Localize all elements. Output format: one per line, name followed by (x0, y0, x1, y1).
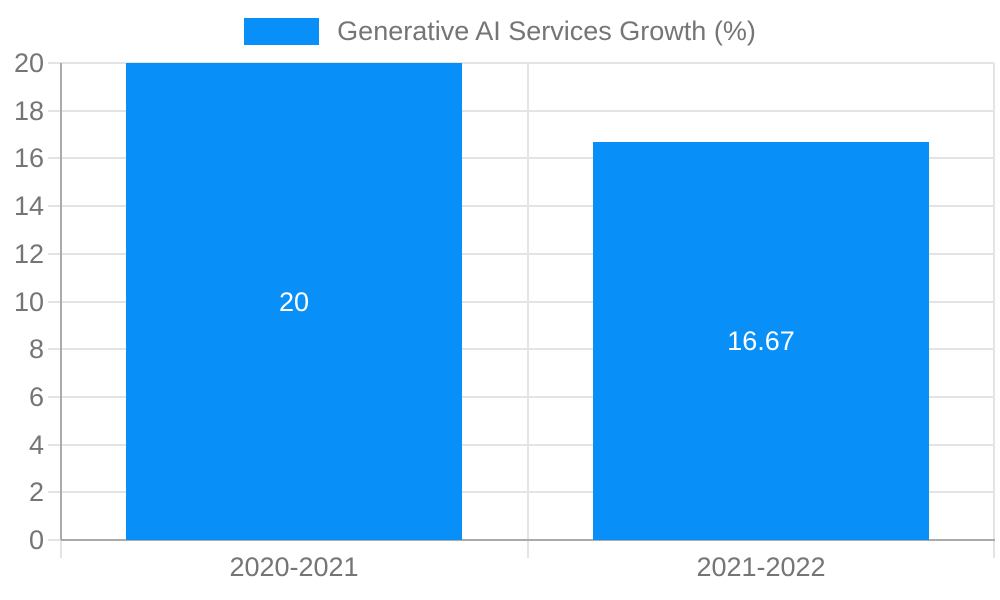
bar[interactable] (593, 142, 929, 540)
y-tick-label: 14 (13, 191, 44, 222)
y-axis-tick (48, 252, 61, 255)
y-tick-label: 16 (13, 143, 44, 174)
y-axis-tick (48, 62, 61, 64)
y-axis-tick (48, 348, 61, 351)
gridline-vertical (993, 63, 995, 540)
bar[interactable] (126, 63, 462, 540)
bar-value-label: 20 (278, 287, 310, 317)
y-tick-label: 18 (13, 95, 44, 126)
y-tick-label: 12 (13, 238, 44, 269)
legend: Generative AI Services Growth (%) (0, 14, 1000, 48)
x-axis-line (61, 539, 995, 541)
x-axis-tick (60, 540, 62, 558)
bar-value-label: 16.67 (727, 326, 795, 356)
y-axis-line (60, 63, 62, 540)
legend-label: Generative AI Services Growth (%) (337, 15, 756, 46)
x-axis-label: 2021-2022 (696, 552, 826, 582)
y-axis-tick (48, 491, 61, 494)
y-tick-label: 6 (28, 381, 44, 412)
y-tick-label: 2 (28, 477, 44, 508)
y-axis-tick (48, 205, 61, 208)
x-axis-tick (993, 540, 995, 558)
y-axis-tick (48, 157, 61, 160)
y-axis-tick (48, 300, 61, 303)
y-tick-label: 0 (28, 525, 44, 555)
y-axis-tick (48, 395, 61, 398)
y-tick-label: 8 (28, 334, 44, 365)
x-axis-label: 2020-2021 (229, 552, 359, 582)
y-axis-tick (48, 539, 61, 541)
y-tick-label: 20 (13, 48, 44, 78)
legend-swatch (244, 17, 320, 45)
gridline-vertical (526, 63, 529, 540)
y-axis-tick (48, 109, 61, 112)
y-axis-tick (48, 443, 61, 446)
y-tick-label: 4 (28, 429, 44, 460)
y-tick-label: 10 (13, 286, 44, 317)
x-axis-tick (526, 540, 529, 558)
